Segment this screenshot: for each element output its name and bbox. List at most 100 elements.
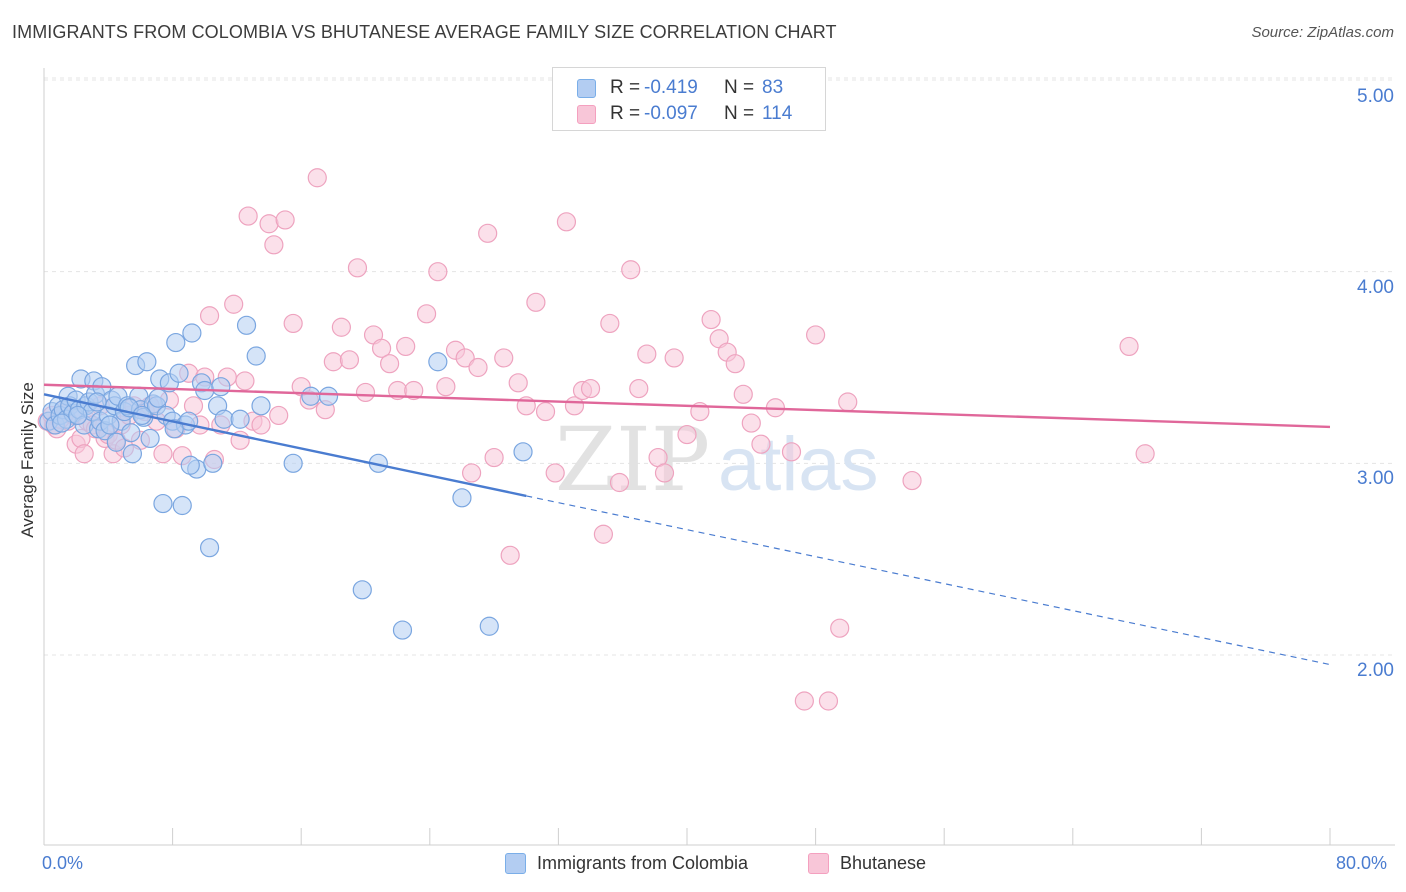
data-point bbox=[452, 488, 472, 508]
legend-label-colombia: Immigrants from Colombia bbox=[537, 853, 749, 873]
data-point bbox=[137, 352, 157, 372]
data-point bbox=[214, 409, 234, 429]
data-point bbox=[428, 262, 448, 282]
data-point bbox=[87, 392, 107, 412]
data-point bbox=[269, 405, 289, 426]
chart-title: IMMIGRANTS FROM COLOMBIA VS BHUTANESE AV… bbox=[12, 22, 837, 42]
legend-swatch-pink bbox=[808, 853, 829, 874]
data-point bbox=[455, 348, 475, 368]
legend-item-colombia[interactable]: Immigrants from Colombia bbox=[505, 853, 748, 874]
data-point bbox=[500, 545, 520, 565]
data-point bbox=[180, 455, 200, 475]
y-tick-label: 4.00 bbox=[1357, 277, 1394, 298]
data-point bbox=[122, 444, 143, 464]
data-point bbox=[461, 463, 482, 483]
r-value: -0.419 bbox=[644, 77, 698, 98]
data-point bbox=[339, 350, 360, 370]
data-point bbox=[508, 373, 528, 393]
data-point bbox=[331, 317, 351, 337]
data-point bbox=[838, 392, 858, 412]
n-label: N = bbox=[724, 103, 755, 124]
data-point bbox=[478, 223, 498, 243]
data-point bbox=[148, 388, 168, 408]
r-label: R = bbox=[610, 103, 641, 124]
data-point bbox=[741, 413, 761, 433]
watermark-zip: ZIP bbox=[555, 408, 710, 511]
data-point bbox=[677, 424, 697, 445]
data-point bbox=[199, 306, 220, 326]
data-point bbox=[182, 323, 202, 343]
r-label: R = bbox=[610, 77, 641, 98]
data-point bbox=[307, 168, 327, 188]
data-point bbox=[211, 377, 231, 397]
data-point bbox=[479, 616, 499, 636]
data-point bbox=[68, 405, 88, 426]
trend-lines bbox=[43, 383, 1331, 666]
data-point bbox=[199, 538, 220, 558]
data-point bbox=[484, 447, 504, 468]
data-point bbox=[100, 415, 120, 435]
data-point bbox=[600, 313, 620, 334]
data-point bbox=[264, 235, 284, 255]
data-point bbox=[121, 423, 141, 443]
r-value: -0.097 bbox=[644, 103, 698, 124]
n-label: N = bbox=[724, 77, 755, 98]
data-point bbox=[251, 396, 271, 416]
data-point bbox=[172, 495, 192, 516]
data-point bbox=[733, 384, 753, 404]
n-value: 83 bbox=[762, 77, 784, 98]
watermark: ZIP atlas bbox=[555, 408, 879, 511]
legend-swatch-blue bbox=[577, 78, 596, 98]
data-point bbox=[166, 332, 186, 353]
data-point bbox=[781, 442, 802, 462]
data-point bbox=[235, 371, 255, 391]
data-point bbox=[794, 691, 814, 711]
data-point bbox=[52, 413, 72, 433]
data-point bbox=[556, 212, 577, 232]
data-point bbox=[513, 442, 533, 462]
data-point bbox=[251, 415, 271, 435]
data-point bbox=[468, 357, 488, 378]
data-point bbox=[593, 524, 614, 544]
data-point bbox=[494, 348, 514, 368]
data-point bbox=[246, 346, 266, 366]
y-axis-label: Average Family Size bbox=[18, 382, 37, 538]
data-point bbox=[140, 428, 160, 449]
data-point bbox=[153, 493, 173, 514]
gridlines bbox=[44, 77, 1395, 656]
data-point bbox=[428, 352, 448, 372]
data-point bbox=[236, 315, 257, 335]
data-point bbox=[347, 258, 368, 278]
y-tick-label: 5.00 bbox=[1357, 86, 1394, 107]
trend-line-bhutanese bbox=[43, 383, 1331, 429]
data-point bbox=[164, 419, 184, 439]
legend-row-bhutanese: R = -0.097 N = 114 bbox=[577, 102, 792, 126]
data-point bbox=[404, 380, 424, 401]
data-point bbox=[301, 386, 321, 406]
legend-item-bhutanese[interactable]: Bhutanese bbox=[808, 853, 926, 874]
data-point bbox=[371, 338, 392, 358]
legend-row-colombia: R = -0.419 N = 83 bbox=[577, 76, 783, 100]
data-point bbox=[654, 463, 675, 483]
data-point bbox=[416, 304, 437, 324]
data-point bbox=[1119, 336, 1139, 357]
data-point bbox=[323, 352, 343, 372]
source-credit: Source: ZipAtlas.com bbox=[1251, 24, 1394, 41]
data-point bbox=[153, 444, 173, 464]
data-point bbox=[259, 214, 279, 234]
data-point bbox=[535, 401, 556, 422]
x-tick-max: 80.0% bbox=[1336, 853, 1388, 873]
series-colombia bbox=[39, 315, 533, 640]
data-point bbox=[621, 260, 641, 280]
trend-line-colombia bbox=[43, 393, 527, 498]
data-point bbox=[224, 294, 244, 314]
data-point bbox=[830, 618, 850, 638]
data-point bbox=[380, 354, 400, 374]
data-point bbox=[169, 363, 189, 383]
data-point bbox=[629, 378, 649, 399]
data-point bbox=[664, 348, 684, 368]
data-point bbox=[283, 453, 303, 473]
data-point bbox=[318, 386, 339, 406]
legend-label-bhutanese: Bhutanese bbox=[840, 853, 927, 873]
data-point bbox=[751, 434, 771, 454]
